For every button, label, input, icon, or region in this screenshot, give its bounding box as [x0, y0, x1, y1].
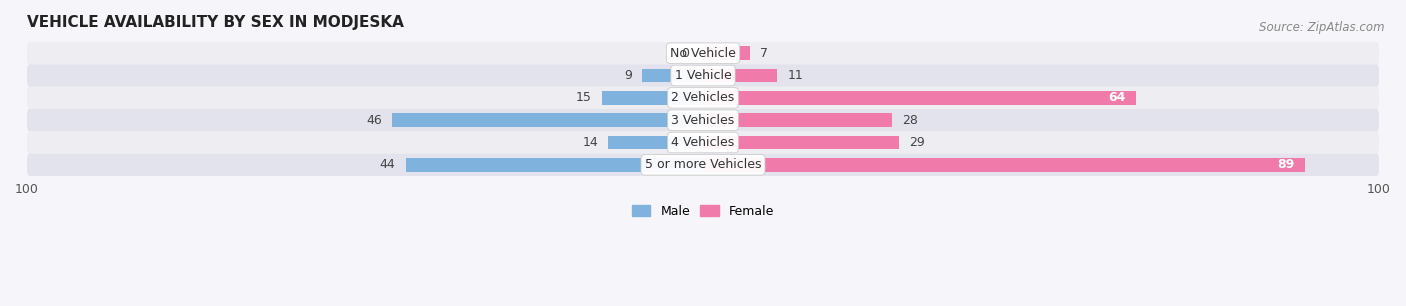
Legend: Male, Female: Male, Female	[627, 200, 779, 223]
Text: 1 Vehicle: 1 Vehicle	[675, 69, 731, 82]
Bar	[405, 158, 703, 172]
Bar	[703, 113, 893, 127]
Text: No Vehicle: No Vehicle	[671, 47, 735, 60]
Text: 7: 7	[761, 47, 769, 60]
Bar	[703, 69, 778, 82]
Text: 15: 15	[575, 91, 592, 104]
FancyBboxPatch shape	[27, 109, 1379, 131]
Text: VEHICLE AVAILABILITY BY SEX IN MODJESKA: VEHICLE AVAILABILITY BY SEX IN MODJESKA	[27, 15, 404, 30]
FancyBboxPatch shape	[27, 87, 1379, 109]
Text: 9: 9	[624, 69, 633, 82]
Text: 44: 44	[380, 158, 395, 171]
Bar	[703, 158, 1305, 172]
FancyBboxPatch shape	[27, 42, 1379, 64]
Text: 64: 64	[1108, 91, 1126, 104]
Text: 89: 89	[1277, 158, 1295, 171]
Text: 28: 28	[903, 114, 918, 127]
Text: 11: 11	[787, 69, 803, 82]
Bar	[602, 91, 703, 105]
Text: 0: 0	[682, 47, 689, 60]
Bar	[392, 113, 703, 127]
Text: Source: ZipAtlas.com: Source: ZipAtlas.com	[1260, 21, 1385, 34]
Bar	[703, 46, 751, 60]
Bar	[703, 136, 898, 149]
Text: 29: 29	[910, 136, 925, 149]
Bar	[703, 91, 1136, 105]
Text: 5 or more Vehicles: 5 or more Vehicles	[645, 158, 761, 171]
Text: 46: 46	[366, 114, 382, 127]
FancyBboxPatch shape	[27, 154, 1379, 176]
Text: 14: 14	[582, 136, 598, 149]
Bar	[643, 69, 703, 82]
Text: 2 Vehicles: 2 Vehicles	[672, 91, 734, 104]
FancyBboxPatch shape	[27, 131, 1379, 154]
Bar	[609, 136, 703, 149]
Text: 4 Vehicles: 4 Vehicles	[672, 136, 734, 149]
FancyBboxPatch shape	[27, 64, 1379, 87]
Text: 3 Vehicles: 3 Vehicles	[672, 114, 734, 127]
